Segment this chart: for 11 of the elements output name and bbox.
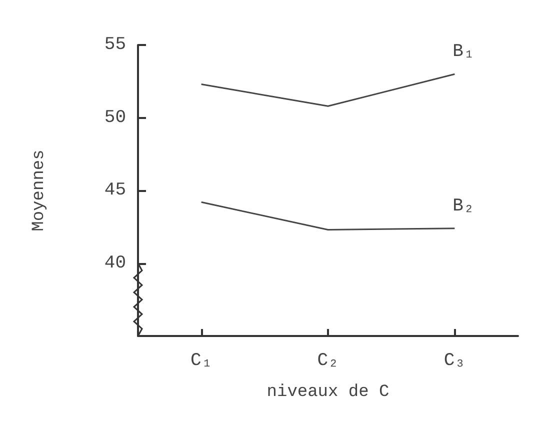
x-tick-label: C₂ (317, 351, 339, 371)
y-tick-label: 40 (104, 253, 126, 274)
y-tick-label: 45 (104, 180, 126, 200)
y-axis-title: Moyennes (30, 150, 49, 232)
y-tick-label: 50 (104, 108, 126, 128)
x-tick-label: C₁ (190, 351, 212, 371)
x-tick-label: C₃ (444, 351, 466, 371)
series-label: B₂ (452, 196, 474, 216)
series-label: B₁ (452, 42, 474, 62)
x-axis-title: niveaux de C (266, 383, 390, 402)
y-tick-label: 55 (104, 35, 126, 55)
